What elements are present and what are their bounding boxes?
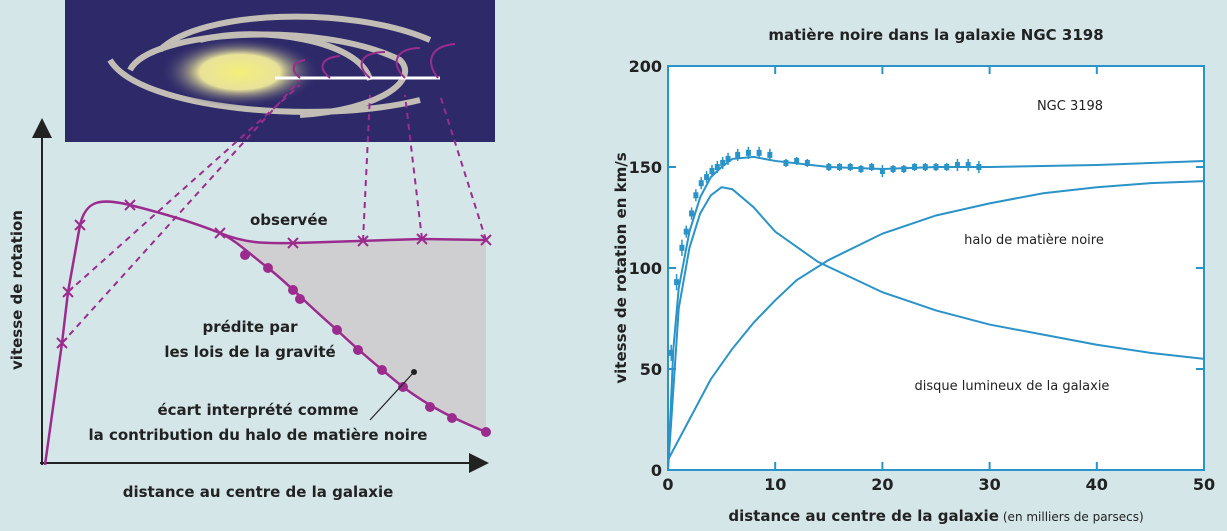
gap-area	[230, 236, 486, 432]
gap-label: la contribution du halo de matière noire	[89, 426, 428, 444]
data-point	[693, 192, 699, 199]
y-tick-label: 0	[651, 461, 662, 480]
data-point	[965, 161, 971, 168]
data-point	[709, 168, 715, 175]
y-tick-label: 200	[629, 57, 662, 76]
data-point	[683, 228, 689, 235]
x-axis-label: distance au centre de la galaxie	[123, 483, 394, 501]
data-point	[794, 157, 800, 164]
y-axis-label: vitesse de rotation	[8, 210, 26, 370]
gap-label: écart interprété comme	[157, 401, 358, 419]
observed-label: observée	[250, 211, 328, 229]
chart-title: matière noire dans la galaxie NGC 3198	[768, 26, 1103, 44]
annotation: disque lumineux de la galaxie	[915, 379, 1110, 394]
x-axis-label: distance au centre de la galaxie (en mill…	[728, 507, 1143, 525]
x-tick-label: 0	[662, 475, 673, 494]
dashed-links	[61, 79, 487, 344]
pointer	[369, 371, 415, 421]
galaxy-arms	[107, 13, 432, 118]
predicted-dots	[240, 250, 491, 437]
data-point	[756, 149, 762, 156]
data-point	[745, 149, 751, 156]
x-tick-label: 20	[871, 475, 893, 494]
predicted-label: les lois de la gravité	[164, 343, 335, 361]
x-axis-label-main: distance au centre de la galaxie	[728, 507, 999, 525]
diagram: vitesse de rotation distance au centre d…	[8, 0, 495, 501]
curve	[667, 155, 1205, 471]
data-point	[674, 279, 680, 286]
x-tick-label: 10	[764, 475, 786, 494]
x-tick-label: 30	[978, 475, 1000, 494]
data-point	[735, 151, 741, 158]
data-point	[804, 159, 810, 166]
plot-area	[667, 65, 1205, 471]
y-tick-label: 50	[640, 360, 662, 379]
curve	[667, 186, 1205, 471]
data-point	[704, 174, 710, 181]
y-tick-label: 150	[629, 158, 662, 177]
data-point	[698, 180, 704, 187]
pointer-dot	[411, 369, 417, 375]
data-point	[720, 159, 726, 166]
crosses	[56, 199, 492, 349]
curve	[667, 180, 1205, 461]
data-point	[954, 161, 960, 168]
x-tick-label: 50	[1193, 475, 1215, 494]
annotation: halo de matière noire	[964, 233, 1104, 248]
y-tick-label: 100	[629, 259, 662, 278]
galaxy-core	[160, 37, 320, 107]
data-point	[679, 244, 685, 251]
data-point	[725, 155, 731, 162]
data-point	[689, 210, 695, 217]
data-point	[767, 151, 773, 158]
data-point	[668, 349, 674, 356]
x-axis-label-note: (en milliers de parsecs)	[1003, 510, 1144, 524]
data-point	[879, 168, 885, 175]
data-point	[869, 164, 875, 170]
rotation-arrows	[292, 43, 456, 79]
annotation: NGC 3198	[1037, 99, 1103, 114]
x-tick-label: 40	[1086, 475, 1108, 494]
chart: matière noire dans la galaxie NGC 3198 vi…	[612, 26, 1215, 525]
y-axis-label: vitesse de rotation en km/s	[612, 152, 630, 383]
data-point	[714, 164, 720, 170]
predicted-label: prédite par	[202, 318, 298, 336]
